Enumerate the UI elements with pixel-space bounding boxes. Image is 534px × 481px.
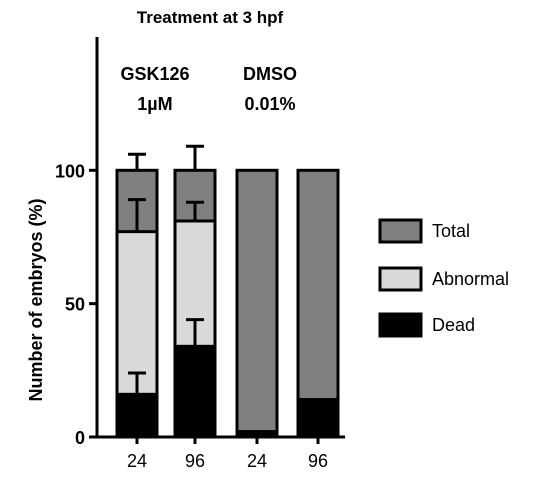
group-label-gsk126-line1: GSK126 bbox=[120, 64, 189, 84]
y-axis-label: Number of embryos (%) bbox=[26, 198, 46, 401]
legend-swatch-total bbox=[378, 218, 423, 244]
bar-dead bbox=[115, 392, 159, 439]
legend-label-abnormal: Abnormal bbox=[432, 269, 509, 289]
legend-label-total: Total bbox=[432, 221, 470, 241]
bar-dead bbox=[235, 430, 279, 439]
y-tick-label: 100 bbox=[55, 161, 85, 181]
bar-dead bbox=[173, 344, 217, 439]
x-tick-label: 24 bbox=[247, 451, 267, 471]
bar-total bbox=[296, 168, 340, 439]
y-tick-label: 50 bbox=[65, 295, 85, 315]
bars bbox=[115, 168, 340, 439]
group-label-gsk126-line2: 1µM bbox=[137, 94, 172, 114]
x-tick-label: 96 bbox=[185, 451, 205, 471]
group-label-dmso-line1: DMSO bbox=[243, 64, 297, 84]
legend-swatch-abnormal bbox=[378, 266, 423, 292]
x-tick-label: 24 bbox=[127, 451, 147, 471]
group-label-dmso-line2: 0.01% bbox=[244, 94, 295, 114]
chart-title: Treatment at 3 hpf bbox=[137, 8, 284, 27]
bar-total bbox=[235, 168, 279, 439]
error-bars bbox=[128, 144, 204, 395]
bar-dead bbox=[296, 398, 340, 439]
legend: Total Abnormal Dead bbox=[378, 218, 509, 338]
x-tick-label: 96 bbox=[308, 451, 328, 471]
y-tick-label: 0 bbox=[75, 428, 85, 448]
legend-swatch-dead bbox=[378, 312, 423, 338]
legend-label-dead: Dead bbox=[432, 315, 475, 335]
